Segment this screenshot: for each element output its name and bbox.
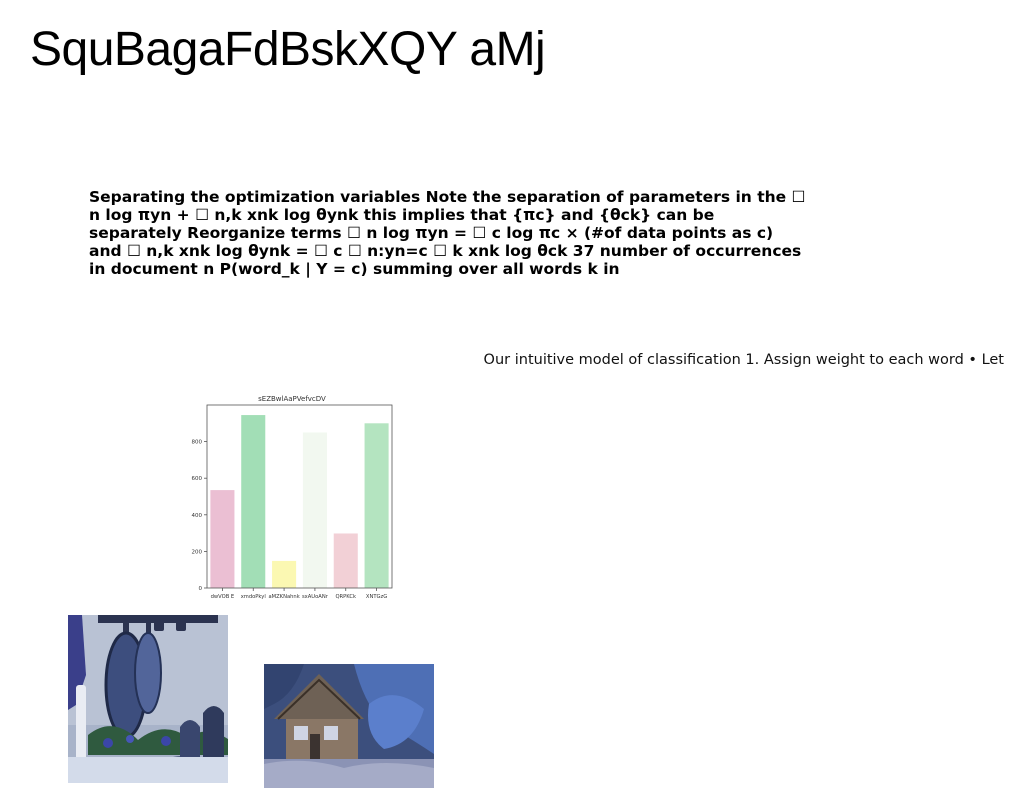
y-tick-label: 800: [192, 440, 203, 446]
side-note: Our intuitive model of classification 1.…: [483, 352, 1004, 368]
chart-title: sEZBwlAaPVefvcDV: [258, 395, 326, 403]
body-paragraph: Separating the optimization variables No…: [89, 188, 806, 278]
x-tick-label: aMZKNahnk: [268, 594, 299, 600]
y-tick-label: 0: [199, 586, 203, 592]
y-tick-label: 400: [192, 513, 203, 519]
chart-bar: [302, 432, 327, 588]
chart-bar: [333, 533, 358, 588]
chart-frame: [206, 404, 393, 589]
y-tick-label: 200: [192, 549, 203, 555]
bar-chart-svg: sEZBwlAaPVefvcDV 0 200 400 600 800 dwVOB E xmd…: [192, 395, 393, 600]
x-tick-label: QRPKCk: [335, 594, 356, 600]
chart-body: 0 200 400 600 800 dwVOB E xmdoPkyl aMZKNahnk sxA…: [192, 404, 393, 600]
chart-bar: [210, 490, 235, 588]
page-title: SquBagaFdBskXQY aMj: [30, 23, 546, 76]
y-tick-label: 600: [192, 476, 203, 482]
x-tick-label: sxAUoANr: [302, 594, 329, 600]
kitchen-pans-photo: [68, 615, 228, 783]
chart-bar: [272, 560, 297, 588]
x-tick-label: XNTGzG: [366, 594, 387, 600]
chart-bar: [241, 415, 266, 588]
x-tick-label: dwVOB E: [211, 594, 235, 600]
chart-bar: [364, 423, 389, 588]
wooden-house-photo: [264, 664, 434, 788]
bar-chart: sEZBwlAaPVefvcDV 0 200 400 600 800 dwVOB E xmd…: [187, 390, 397, 604]
x-tick-label: xmdoPkyl: [241, 594, 266, 600]
